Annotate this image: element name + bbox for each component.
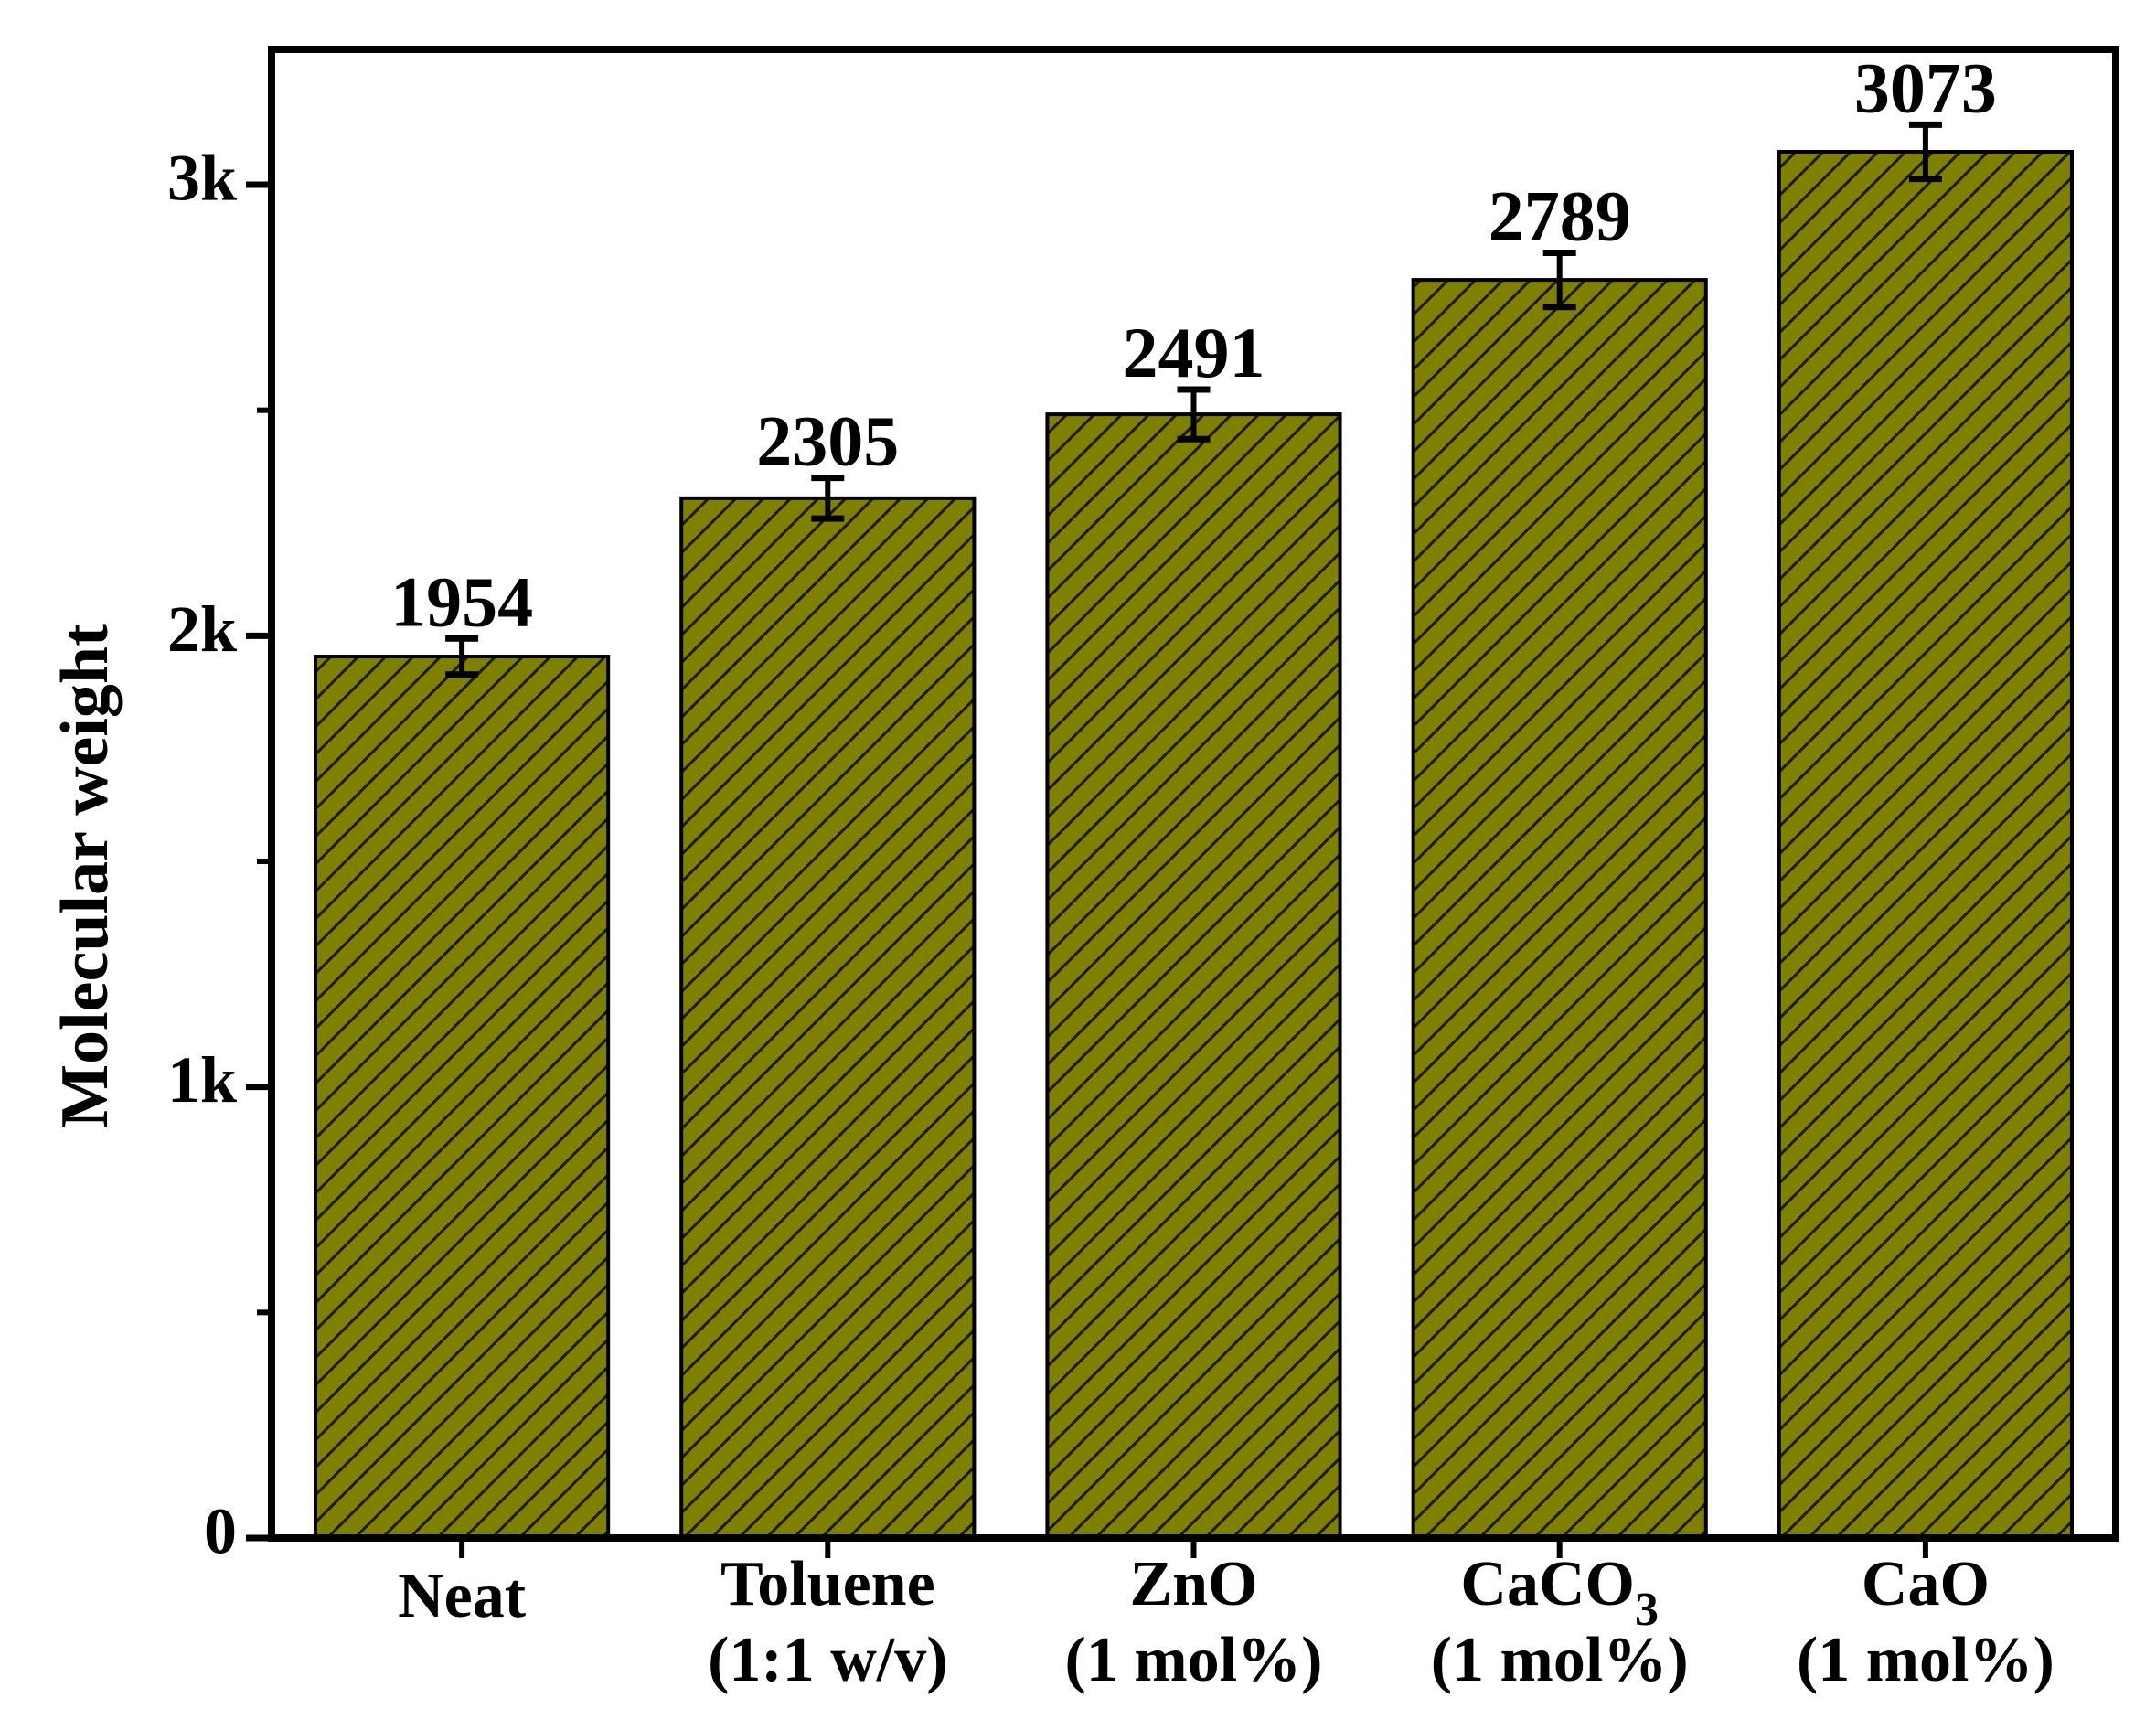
bar: [314, 655, 611, 1540]
plot-frame: [268, 46, 2119, 1542]
y-tick-label: 1k: [167, 1043, 237, 1116]
x-tick-label: ZnO: [1129, 1549, 1257, 1619]
data-label: 1954: [390, 561, 533, 641]
y-tick-label: 0: [204, 1495, 237, 1568]
x-tick-label: Neat: [398, 1561, 526, 1631]
plot-area: 0 1k 2k 3k 1954 Neat 2305 Toluene(1:1 w/v) 2491 Z…: [167, 48, 2074, 1695]
bar: [679, 496, 977, 1540]
y-tick-label: 2k: [167, 593, 237, 666]
bar: [1411, 278, 1708, 1540]
bar: [1045, 412, 1342, 1540]
x-tick-label: CaO: [1862, 1549, 1990, 1619]
y-tick-label: 3k: [167, 142, 237, 215]
bar: [1777, 149, 2074, 1540]
data-label: 2789: [1489, 176, 1631, 255]
x-tick-label: CaCO3: [1460, 1549, 1659, 1636]
x-tick-label-line2: (1 mol%): [1065, 1625, 1323, 1695]
y-axis-title: Molecular weight: [48, 624, 123, 1128]
data-label: 2305: [756, 401, 899, 481]
x-tick-label-line2: (1:1 w/v): [708, 1625, 947, 1695]
x-tick-label-line2: (1 mol%): [1431, 1625, 1689, 1695]
data-label: 2491: [1123, 313, 1265, 392]
x-tick-label: Toluene: [720, 1549, 935, 1619]
x-tick-label-line2: (1 mol%): [1797, 1625, 2055, 1695]
data-label: 3073: [1854, 48, 1997, 127]
